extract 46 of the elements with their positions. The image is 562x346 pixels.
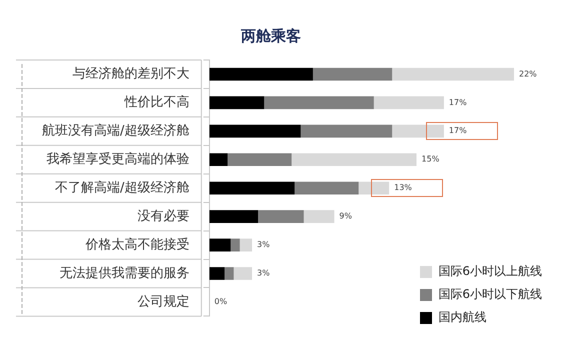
bar — [304, 210, 334, 223]
bar — [358, 182, 390, 195]
y-tick-label: 我希望享受更高端的体验 — [46, 151, 190, 168]
bar — [234, 267, 252, 280]
annotation: 22% — [519, 69, 538, 78]
bar — [392, 68, 514, 81]
annotation: 17% — [448, 98, 468, 107]
bar — [209, 68, 313, 81]
annotation: 0% — [214, 297, 228, 306]
y-tick-label: 价格太高不能接受 — [84, 236, 190, 252]
bar — [209, 124, 301, 138]
bar — [294, 182, 359, 195]
y-tick-label: 无法提供我需要的服务 — [59, 266, 190, 281]
bar — [209, 210, 258, 223]
bar — [228, 153, 292, 166]
bar — [258, 210, 304, 223]
bar — [209, 96, 264, 110]
annotation: 17% — [448, 126, 468, 136]
chart-title: 两舱乘客 — [240, 26, 301, 45]
legend-label: 国际6小时以上航线 — [438, 263, 542, 280]
annotation: 3% — [257, 240, 270, 250]
bar — [209, 182, 295, 195]
bar — [374, 96, 444, 110]
bar — [312, 68, 392, 81]
bar — [209, 267, 225, 280]
bar — [264, 96, 374, 110]
legend-label: 国内航线 — [438, 309, 486, 326]
bar — [240, 238, 252, 252]
annotation: 3% — [257, 268, 270, 278]
bar — [224, 267, 234, 280]
bar — [392, 124, 444, 138]
bar — [209, 238, 231, 252]
y-tick-label: 航班没有高端/超级经济舱 — [42, 122, 190, 139]
bar — [230, 238, 240, 252]
legend-label: 国际6小时以下航线 — [438, 286, 542, 303]
annotation: 9% — [339, 212, 352, 221]
bar — [209, 153, 228, 166]
bar — [292, 153, 417, 166]
y-tick-label: 性价比不高 — [123, 94, 190, 110]
y-tick-label: 公司规定 — [137, 294, 190, 310]
annotation: 15% — [422, 154, 440, 164]
annotation: 13% — [394, 183, 412, 192]
y-tick-label: 没有必要 — [137, 208, 190, 224]
y-tick-label: 不了解高端/超级经济舱 — [54, 179, 190, 196]
bar — [300, 124, 392, 138]
y-tick-label: 与经济舱的差别不大 — [72, 66, 190, 82]
